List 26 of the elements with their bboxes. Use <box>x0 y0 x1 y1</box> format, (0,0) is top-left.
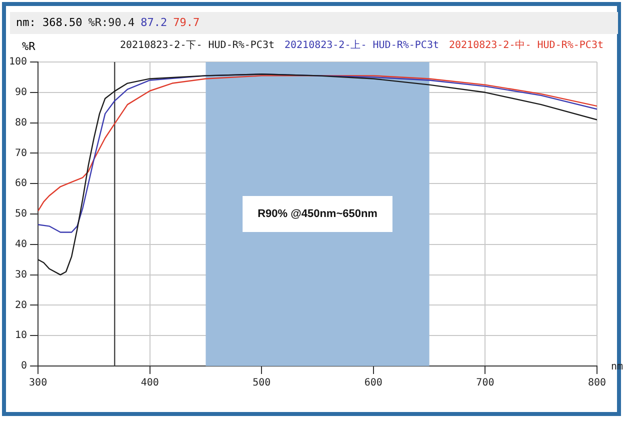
text: 20210823-2-中- HUD-R%-PC3t <box>449 40 604 51</box>
y-tick-label: 10 <box>15 330 28 342</box>
y-tick-label: 90 <box>15 86 28 98</box>
y-tick-label: 30 <box>15 269 28 280</box>
y-tick-label: 70 <box>15 148 28 159</box>
y-tick-label: 0 <box>21 360 28 372</box>
text: 20210823-2-上- HUD-R%-PC3t <box>284 40 439 51</box>
y-tick-label: 20 <box>15 300 28 311</box>
text: 20210823-2-下- HUD-R%-PC3t <box>120 40 274 51</box>
text: 79.7 <box>173 16 200 29</box>
y-axis-title: %R <box>22 40 36 53</box>
x-tick-label: 500 <box>252 378 271 389</box>
text: 87.2 <box>140 16 168 29</box>
band-label: R90% @450nm~650nm <box>258 208 378 220</box>
text: %R:90.4 <box>88 16 135 29</box>
y-tick-label: 100 <box>9 56 28 68</box>
y-tick-label: 40 <box>15 238 28 250</box>
x-tick-label: 800 <box>588 378 606 389</box>
y-tick-label: 60 <box>15 178 28 190</box>
x-tick-label: 300 <box>29 378 48 389</box>
x-tick-label: 400 <box>140 378 159 389</box>
x-tick-label: 600 <box>364 378 382 389</box>
x-tick-label: 700 <box>476 378 494 389</box>
y-tick-label: 80 <box>15 117 28 128</box>
y-tick-label: 50 <box>15 208 28 220</box>
text: nm: 368.50 <box>16 16 82 29</box>
